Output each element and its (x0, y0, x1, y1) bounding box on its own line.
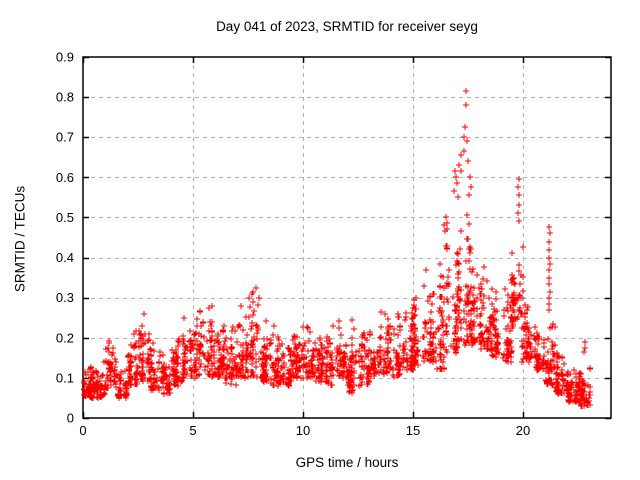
y-tick-label: 0.4 (56, 250, 74, 265)
x-tick-label: 5 (189, 423, 196, 438)
y-tick-label: 0.1 (56, 370, 74, 385)
y-axis-label-text: SRMTID / TECUs (12, 185, 28, 293)
chart-title: Day 041 of 2023, SRMTID for receiver sey… (216, 19, 478, 34)
x-axis-label: GPS time / hours (295, 455, 399, 470)
y-tick-label: 0 (67, 411, 74, 426)
y-tick-label: 0.3 (56, 290, 74, 305)
y-tick-label: 0.7 (56, 130, 74, 145)
x-tick-label: 10 (296, 423, 310, 438)
scatter-points (81, 88, 593, 409)
x-tick-label: 20 (516, 423, 530, 438)
x-tick-label: 15 (406, 423, 420, 438)
y-tick-label: 0.5 (56, 210, 74, 225)
y-tick-label: 0.6 (56, 170, 74, 185)
x-tick-label: 0 (79, 423, 86, 438)
y-tick-label: 0.8 (56, 90, 74, 105)
y-tick-label: 0.9 (56, 50, 74, 65)
plot-border (82, 56, 612, 419)
y-tick-label: 0.2 (56, 330, 74, 345)
axis-ticks (82, 56, 611, 420)
